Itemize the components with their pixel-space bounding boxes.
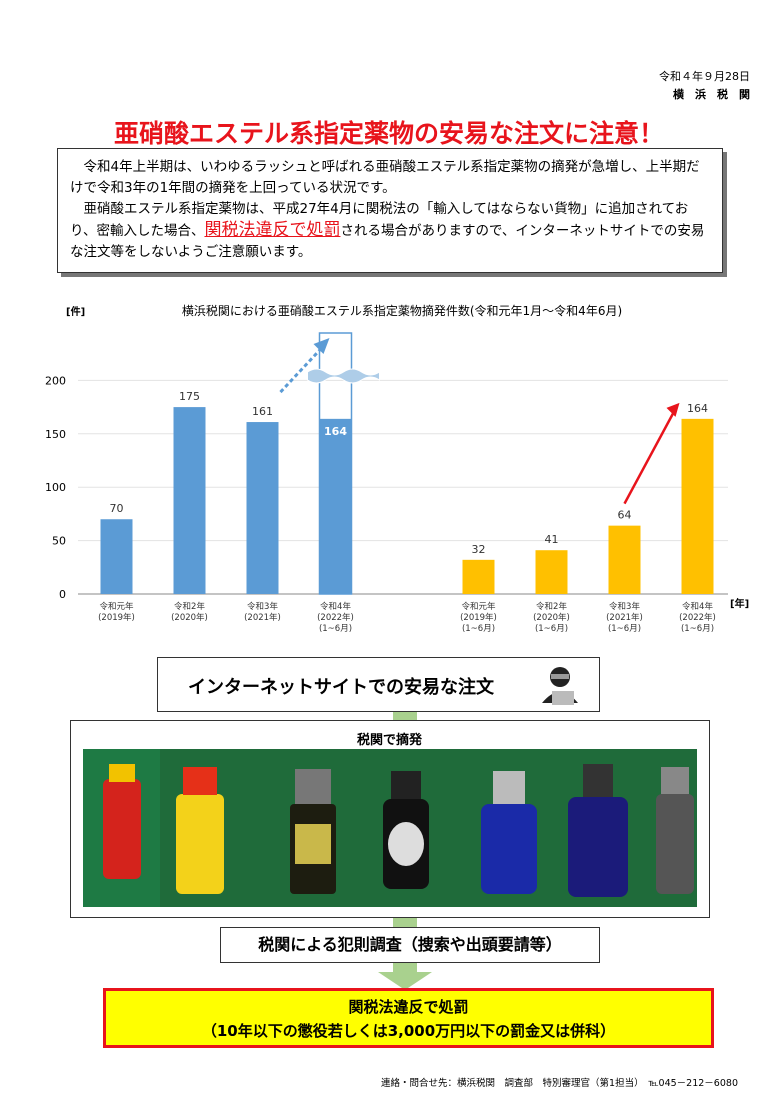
penalty-text: 関税法違反で処罰 (106, 995, 711, 1019)
seizure-box: 税関で摘発 (70, 720, 710, 918)
step-text: インターネットサイトでの安易な注文 (188, 673, 494, 699)
page: 令和４年９月28日 横 浜 税 関 亜硝酸エステル系指定薬物の安易な注文に注意！… (0, 0, 778, 1102)
icon (536, 663, 586, 707)
step-text: 税関による犯則調査（捜索や出頭要請等） (258, 935, 562, 954)
penalty-box: 関税法違反で処罰 （10年以下の懲役若しくは3,000万円以下の罰金又は併科） (103, 988, 714, 1048)
step-box: インターネットサイトでの安易な注文 (157, 657, 600, 712)
step-box: 税関による犯則調査（捜索や出頭要請等） (220, 927, 600, 963)
step-text: 税関で摘発 (71, 729, 708, 748)
photo-strip (83, 749, 697, 907)
arrow (378, 962, 432, 990)
footer: 連絡・問合せ先：横浜税関 調査部 特別審理官（第1担当） ℡045－212－60… (381, 1075, 738, 1089)
penalty-text: （10年以下の懲役若しくは3,000万円以下の罰金又は併科） (106, 1019, 711, 1043)
